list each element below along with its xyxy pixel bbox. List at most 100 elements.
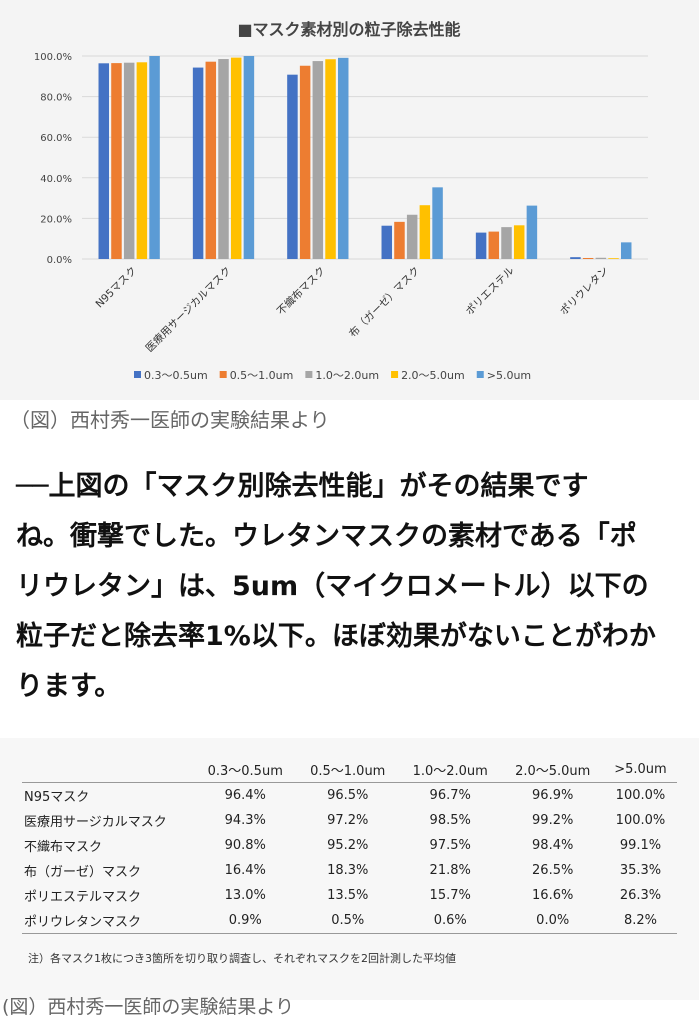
legend-swatch — [134, 371, 141, 378]
bar — [136, 62, 148, 259]
legend-label: 0.5～1.0um — [230, 369, 294, 382]
legend-label: 2.0～5.0um — [401, 369, 465, 382]
x-category-label: ポリウレタン — [558, 265, 611, 318]
bar — [432, 187, 443, 259]
legend-swatch — [391, 371, 399, 378]
legend-label: >5.0um — [487, 369, 531, 382]
table-row-label: ポリウレタンマスク — [22, 908, 194, 934]
table-cell: 35.3% — [619, 863, 662, 878]
bar — [205, 61, 217, 260]
chart-panel: ■マスク素材別の粒子除去性能 0.0% 20.0% 40.0% 60.0% 80.0% 10… — [0, 0, 699, 400]
article-paragraph: ──上図の「マスク別除去性能」がその結果ですね。衝撃でした。ウレタンマスクの素材… — [16, 462, 688, 712]
bar — [192, 67, 204, 259]
table-row: N95マスク 96.4% 96.5% 96.7% 96.9% 100.0% — [22, 783, 677, 809]
y-tick-label: 80.0% — [40, 93, 72, 104]
table-cell: 90.8% — [224, 838, 266, 853]
table-row-label: ポリエステルマスク — [24, 890, 142, 905]
x-category-label: 医療用サージカルマスク — [143, 264, 234, 355]
table-row-label: 医療用サージカルマスク — [24, 815, 167, 830]
y-tick-label: 60.0% — [40, 133, 72, 144]
table-cell: 100.0% — [615, 788, 666, 803]
table-header-cell: 0.5～1.0um — [296, 756, 399, 783]
data-table: 0.3～0.5um 0.5～1.0um 1.0～2.0um 2.0～5.0um >5.0… — [22, 756, 677, 934]
y-tick-label: 100.0% — [34, 52, 72, 63]
table-header-cell: 2.0～5.0um — [501, 756, 604, 783]
table-cell: 99.1% — [619, 838, 662, 853]
legend-label: 1.0～2.0um — [315, 369, 379, 382]
table-note: 注）各マスク1枚につき3箇所を切り取り調査し、それぞれマスクを2回計測した平均値 — [28, 952, 456, 965]
table-header-cell: >5.0um — [603, 756, 677, 783]
bar — [287, 74, 298, 260]
bar-chart: ■マスク素材別の粒子除去性能 0.0% 20.0% 40.0% 60.0% 80.0% 10… — [34, 20, 648, 382]
bar — [111, 63, 122, 260]
bar — [570, 257, 581, 259]
bar — [98, 63, 110, 259]
bar — [501, 227, 512, 259]
bar — [513, 225, 525, 259]
table-cell: 97.2% — [327, 813, 369, 828]
table-header-cell: 0.3～0.5um — [194, 756, 297, 783]
bar — [595, 257, 607, 259]
bar — [419, 205, 431, 259]
article-line: ります。 — [16, 671, 122, 702]
table-cell: 96.4% — [224, 788, 266, 803]
table-row: 不織布マスク 90.8% 95.2% 97.5% 98.4% 99.1% — [22, 833, 677, 858]
article-line: ね。衝撃でした。ウレタンマスクの素材である「ポ — [16, 521, 637, 552]
bar — [243, 56, 255, 259]
table-cell: 95.2% — [327, 838, 369, 853]
legend-swatch — [305, 371, 313, 378]
table-cell: 13.0% — [224, 888, 266, 903]
bar — [620, 242, 632, 259]
table-row-label: N95マスク — [24, 790, 90, 805]
bar — [299, 65, 311, 259]
bar — [526, 205, 538, 259]
article-line: 粒子だと除去率1%以下。ほぼ効果がないことがわか — [16, 621, 656, 652]
article-line: リウレタン」は、5um（マイクロメートル）以下の — [16, 571, 649, 602]
table-cell: 18.3% — [327, 863, 369, 878]
table-cell: 26.3% — [619, 888, 662, 903]
chart-title: ■マスク素材別の粒子除去性能 — [237, 20, 460, 39]
bar — [337, 57, 349, 260]
table-cell: 96.9% — [532, 788, 574, 803]
figure-caption-bottom: (図）西村秀一医師の実験結果より — [2, 996, 295, 1018]
table-cell: 97.5% — [429, 838, 471, 853]
table-header-row: 0.3～0.5um 0.5～1.0um 1.0～2.0um 2.0～5.0um >5.0… — [22, 756, 677, 783]
x-category-label: 不織布マスク — [274, 264, 328, 318]
table-cell: 21.8% — [429, 863, 471, 878]
table-cell: 8.2% — [603, 908, 677, 934]
table-header-blank — [22, 756, 194, 783]
bar — [394, 221, 405, 259]
table-cell: 96.5% — [327, 788, 369, 803]
table-cell: 15.7% — [429, 888, 471, 903]
figure-caption-top: （図）西村秀一医師の実験結果より — [10, 408, 330, 432]
bar — [149, 56, 160, 259]
y-tick-label: 0.0% — [47, 255, 72, 266]
x-category-label: 布（ガーゼ）マスク — [347, 265, 422, 340]
table-cell: 98.5% — [429, 813, 471, 828]
bar — [218, 59, 229, 259]
table-row-label: 不織布マスク — [24, 840, 103, 855]
table-cell: 0.0% — [501, 908, 604, 934]
table-cell: 16.6% — [532, 888, 574, 903]
x-category-label: N95マスク — [94, 265, 140, 311]
table-row: ポリウレタンマスク 0.9% 0.5% 0.6% 0.0% 8.2% — [22, 908, 677, 934]
table-row: ポリエステルマスク 13.0% 13.5% 15.7% 16.6% 26.3% — [22, 883, 677, 908]
table-body: N95マスク 96.4% 96.5% 96.7% 96.9% 100.0% 医療用サージカル… — [22, 783, 677, 934]
table-row-label: 布（ガーゼ）マスク — [24, 865, 142, 880]
bar — [488, 231, 500, 259]
table-cell: 98.4% — [532, 838, 574, 853]
table-cell: 0.6% — [398, 908, 502, 934]
table-row: 医療用サージカルマスク 94.3% 97.2% 98.5% 99.2% 100.0% — [22, 808, 677, 833]
y-tick-label: 40.0% — [40, 174, 72, 185]
table-cell: 13.5% — [327, 888, 369, 903]
legend-label: 0.3～0.5um — [144, 369, 208, 382]
table-cell: 100.0% — [615, 813, 666, 828]
bar — [230, 57, 242, 260]
bar — [406, 214, 418, 259]
article-line: ──上図の「マスク別除去性能」がその結果です — [16, 471, 589, 502]
bar — [608, 258, 619, 259]
table-cell: 0.5% — [296, 908, 399, 934]
table-cell: 99.2% — [532, 813, 574, 828]
table-cell: 26.5% — [532, 863, 574, 878]
x-category-label: ポリエステル — [464, 265, 517, 318]
